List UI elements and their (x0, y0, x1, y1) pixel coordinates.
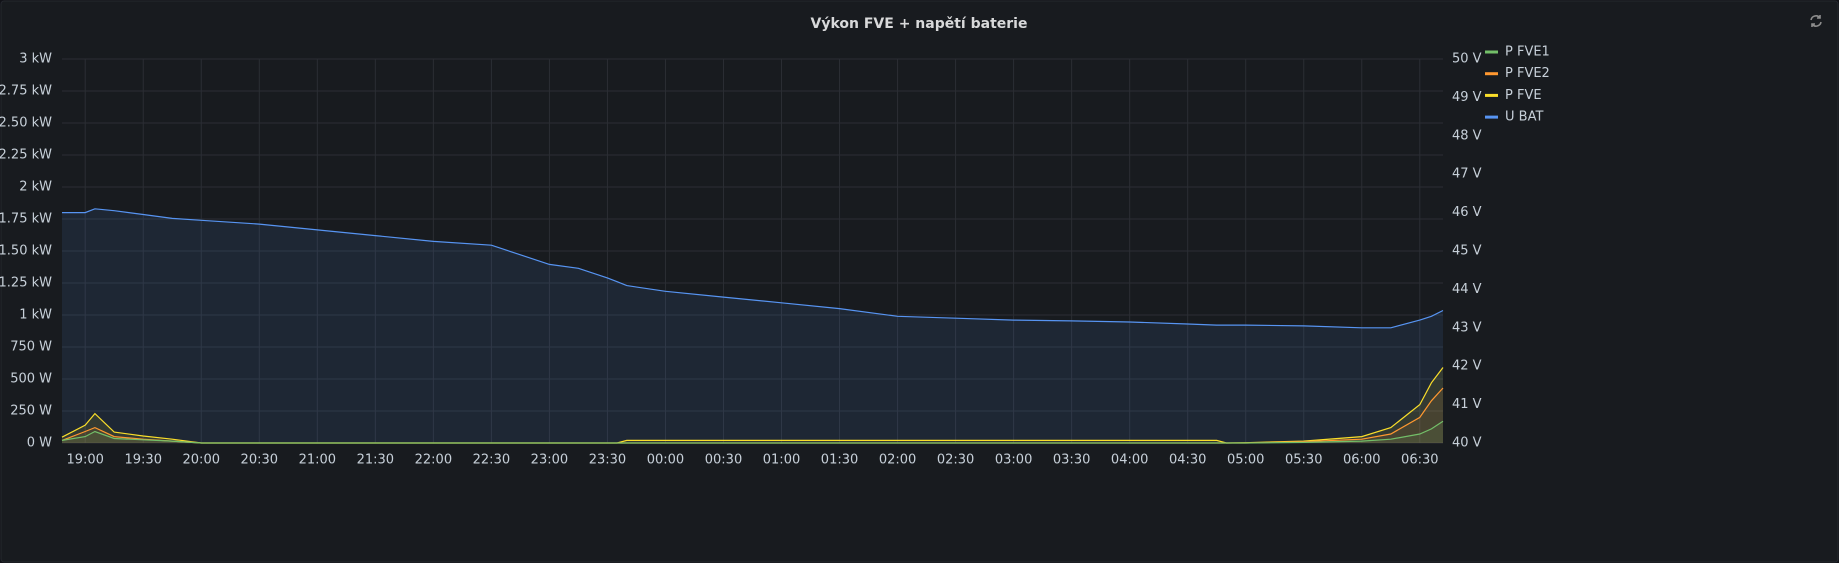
x-tick-label: 21:00 (299, 453, 336, 468)
x-tick-label: 01:00 (763, 453, 800, 468)
x-tick-label: 04:00 (1111, 453, 1148, 468)
y-tick-label: 0 W (27, 436, 52, 451)
x-tick-label: 20:00 (183, 453, 220, 468)
chart-title: Výkon FVE + napětí baterie (811, 16, 1028, 32)
refresh-icon[interactable] (1810, 15, 1822, 27)
y-tick-label: 1 kW (19, 308, 52, 323)
y2-tick-label: 46 V (1452, 205, 1482, 220)
y2-tick-label: 40 V (1452, 436, 1482, 451)
x-tick-label: 03:00 (995, 453, 1032, 468)
y2-tick-label: 45 V (1452, 244, 1482, 259)
x-tick-label: 06:30 (1401, 453, 1438, 468)
y-tick-label: 750 W (10, 340, 52, 355)
y2-tick-label: 50 V (1452, 52, 1482, 67)
x-tick-label: 21:30 (357, 453, 394, 468)
x-tick-label: 05:30 (1285, 453, 1322, 468)
legend-label: P FVE2 (1505, 66, 1550, 81)
x-tick-label: 02:30 (937, 453, 974, 468)
y2-tick-label: 44 V (1452, 282, 1482, 297)
y2-tick-label: 47 V (1452, 167, 1482, 182)
x-tick-label: 00:30 (705, 453, 742, 468)
x-tick-label: 20:30 (241, 453, 278, 468)
y2-tick-label: 49 V (1452, 90, 1482, 105)
y2-tick-label: 48 V (1452, 128, 1482, 143)
y-tick-label: 2.25 kW (0, 148, 52, 163)
y2-tick-label: 43 V (1452, 320, 1482, 335)
y-tick-label: 3 kW (19, 52, 52, 67)
x-tick-label: 03:30 (1053, 453, 1090, 468)
y-tick-label: 1.25 kW (0, 276, 52, 291)
legend-label: P FVE (1505, 88, 1542, 103)
x-tick-label: 06:00 (1343, 453, 1380, 468)
y-tick-label: 500 W (10, 372, 52, 387)
y-tick-label: 1.50 kW (0, 244, 52, 259)
x-tick-label: 19:00 (66, 453, 103, 468)
x-tick-label: 01:30 (821, 453, 858, 468)
x-tick-label: 00:00 (647, 453, 684, 468)
series-line (62, 208, 1444, 329)
y2-tick-label: 42 V (1452, 359, 1482, 374)
y-tick-label: 2.75 kW (0, 84, 52, 99)
x-tick-label: 22:00 (415, 453, 452, 468)
x-tick-label: 23:30 (589, 453, 626, 468)
y-tick-label: 1.75 kW (0, 212, 52, 227)
series-area (62, 208, 1443, 443)
x-tick-label: 23:00 (531, 453, 568, 468)
y2-tick-label: 41 V (1452, 397, 1482, 412)
x-tick-label: 04:30 (1169, 453, 1206, 468)
y-tick-label: 250 W (10, 404, 52, 419)
y-tick-label: 2.50 kW (0, 116, 52, 131)
legend-label: U BAT (1505, 110, 1543, 125)
x-tick-label: 19:30 (125, 453, 162, 468)
legend-label: P FVE1 (1505, 45, 1550, 60)
x-tick-label: 05:00 (1227, 453, 1264, 468)
y-tick-label: 2 kW (19, 180, 52, 195)
series-line (61, 420, 1444, 444)
x-tick-label: 02:00 (879, 453, 916, 468)
x-tick-label: 22:30 (473, 453, 510, 468)
